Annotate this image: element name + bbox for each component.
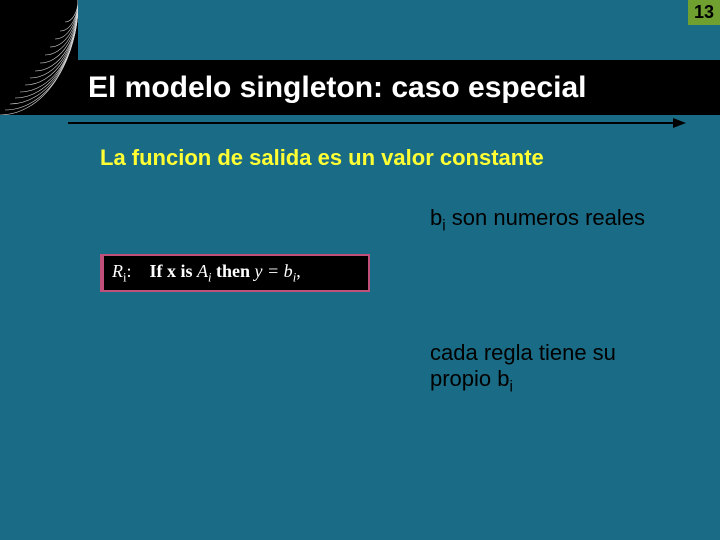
title-bar: El modelo singleton: caso especial bbox=[78, 60, 720, 115]
formula-box: Ri: If x is Ai then y = bi, bbox=[100, 254, 370, 292]
divider-arrow bbox=[68, 117, 688, 129]
page-number: 13 bbox=[688, 0, 720, 25]
corner-decoration bbox=[0, 0, 78, 115]
note-1: bi son numeros reales bbox=[430, 205, 670, 236]
formula-content: Ri: If x is Ai then y = bi, bbox=[112, 261, 301, 286]
note-2: cada regla tiene su propio bi bbox=[430, 340, 670, 397]
slide-subtitle: La funcion de salida es un valor constan… bbox=[100, 145, 544, 171]
slide-title: El modelo singleton: caso especial bbox=[88, 71, 586, 105]
